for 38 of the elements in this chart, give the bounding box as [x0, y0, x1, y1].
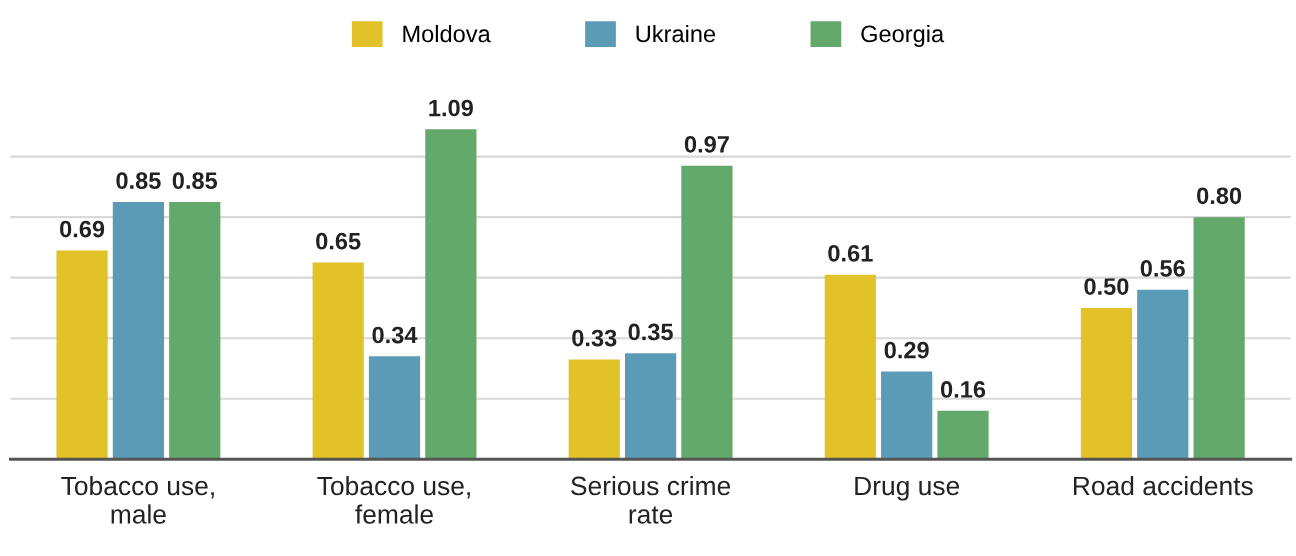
bar [937, 410, 989, 460]
data-label: 0.85 [172, 172, 218, 189]
x-tick-label: Serious crime rate [571, 475, 731, 524]
data-label: 0.61 [828, 244, 873, 262]
bar [56, 250, 108, 460]
bar [1193, 217, 1245, 460]
x-tick-label: Tobacco use, female [317, 475, 470, 524]
data-label: 0.34 [372, 326, 418, 344]
legend-label: Ukraine [636, 24, 716, 43]
bar [881, 371, 933, 460]
data-label: 0.50 [1084, 278, 1129, 295]
data-label: 0.69 [60, 220, 105, 238]
bar [312, 262, 364, 460]
bar [1080, 307, 1133, 460]
data-label: 0.16 [940, 381, 986, 398]
data-label: 0.80 [1197, 187, 1242, 205]
bar [425, 129, 477, 460]
bar [112, 202, 165, 460]
bar [824, 274, 876, 460]
data-label: 0.97 [684, 135, 729, 153]
bar [1137, 289, 1189, 460]
data-label: 0.65 [316, 232, 361, 250]
bar [681, 165, 733, 460]
bar [368, 356, 421, 460]
legend-label: Moldova [403, 24, 491, 43]
data-label: 0.56 [1140, 260, 1185, 277]
data-label: 0.33 [572, 329, 617, 347]
bar [169, 202, 221, 460]
x-tick-label: Road accidents [1073, 475, 1253, 496]
data-label: 0.85 [116, 172, 161, 189]
legend-label: Georgia [861, 24, 945, 47]
x-tick-label: Tobacco use, male [61, 475, 214, 524]
bar [568, 359, 620, 460]
data-label: 1.09 [429, 99, 473, 117]
x-tick-label: Drug use [855, 476, 960, 501]
bar [624, 353, 677, 460]
data-label: 0.35 [628, 323, 673, 341]
data-label: 0.29 [884, 341, 929, 359]
